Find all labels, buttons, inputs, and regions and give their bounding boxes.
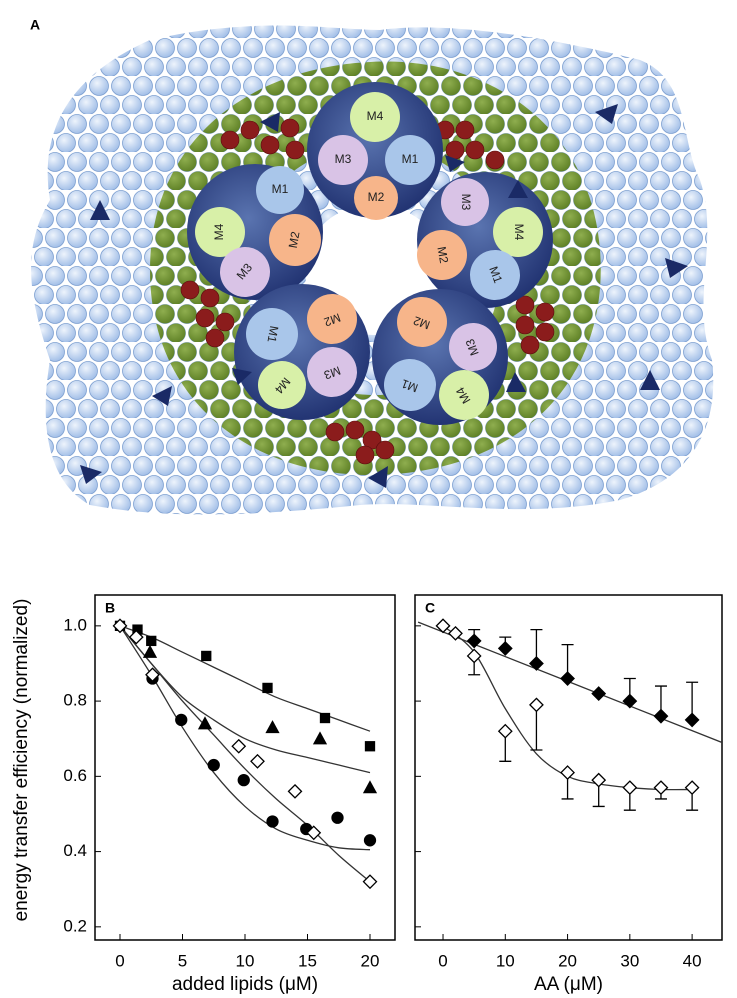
data-point [466,633,482,649]
data-point [560,765,575,780]
data-point [237,773,250,787]
helix-label: M1 [272,182,289,196]
data-point [529,656,544,671]
data-point [175,713,188,727]
data-point [128,629,144,645]
helix-label: M1 [264,325,281,344]
helix-label: M4 [512,224,526,241]
data-point [306,825,322,841]
helix-label: M2 [411,313,432,332]
subunit: M4 M3 M1 M2 [307,82,443,220]
data-point [653,708,669,724]
fit-line [119,625,371,883]
data-point [250,753,265,769]
x-tick-label: 5 [178,951,187,970]
x-tick-label: 0 [115,951,124,970]
data-point [622,693,638,709]
subunit: M1 M4 M2 M3 [187,164,323,300]
panel-label: C [425,600,435,616]
plot-frame [414,594,723,941]
subunit: M2 M1 M3 M4 [234,284,370,420]
data-point [146,635,157,647]
y-axis-label: energy transfer efficiency (normalized) [11,599,32,922]
x-tick-label: 30 [620,951,639,970]
data-point [363,834,377,847]
x-tick-label: 40 [683,951,702,970]
y-tick-label: 0.4 [63,841,87,860]
data-point [591,772,607,788]
error-bar [530,704,543,751]
data-point [112,618,128,634]
data-point [231,738,247,754]
helix-label: M2 [434,245,451,264]
y-tick-label: 0.8 [63,691,87,710]
x-tick-label: 0 [438,951,447,970]
fit-line [119,625,371,774]
data-point [653,780,669,796]
data-point [266,815,279,828]
data-point [591,686,607,701]
panel-label: B [105,600,115,616]
data-point [684,780,700,796]
x-axis-label: added lipids (μM) [172,974,318,995]
helix-label: M3 [335,152,352,166]
x-tick-label: 15 [298,951,317,970]
data-point [319,712,331,724]
data-point [435,618,451,634]
helix-label: M2 [286,230,303,249]
x-axis-label: AA (μM) [534,974,603,995]
y-tick-label: 1.0 [63,615,87,634]
helix-label: M3 [322,363,343,382]
data-point [684,712,700,728]
charts: B 0 5 10 15 20 1.0 0.8 0.6 0.4 0.2 added lipids (μM… [63,594,723,995]
helix-label: M3 [459,194,473,211]
data-point [466,648,482,664]
data-point [560,671,575,686]
helix-label: M1 [402,152,419,166]
helix-label: M2 [322,310,343,329]
data-point [331,811,344,824]
data-point [362,874,378,890]
y-tick-label: 0.6 [63,766,87,785]
subunit: M3 M4 M2 M1 [417,172,553,308]
data-point [197,716,213,730]
x-tick-label: 20 [558,951,577,970]
data-point [262,682,273,694]
data-point [364,741,376,752]
x-tick-label: 20 [361,951,380,970]
panel-label: A [30,17,40,33]
helix-label: M3 [463,337,482,358]
data-point [142,644,158,658]
helix-label: M1 [486,264,505,285]
data-point [207,758,220,772]
annular-lipids [180,118,555,465]
subunit: M2 M3 M1 M4 [372,289,508,425]
data-point [312,731,328,745]
data-point [362,780,378,794]
helix-label: M4 [212,223,226,240]
data-point [622,780,638,796]
x-tick-label: 10 [496,951,515,970]
data-point [287,783,303,799]
helix-label: M1 [399,376,420,395]
data-point [497,723,513,739]
cholesterol-markers [80,104,688,488]
data-point [145,667,160,683]
data-point [448,625,463,641]
x-tick-label: 10 [236,951,255,970]
data-point [529,697,544,713]
data-point [497,641,513,656]
helix-label: M4 [367,109,384,123]
data-point [265,720,280,734]
helix-label: M2 [368,190,385,204]
panel-a: A M4 M3 M1 M2 M1 M4 M2 M3 M3 M4 [30,17,714,515]
y-tick-label: 0.2 [63,916,87,935]
data-point [201,650,212,662]
